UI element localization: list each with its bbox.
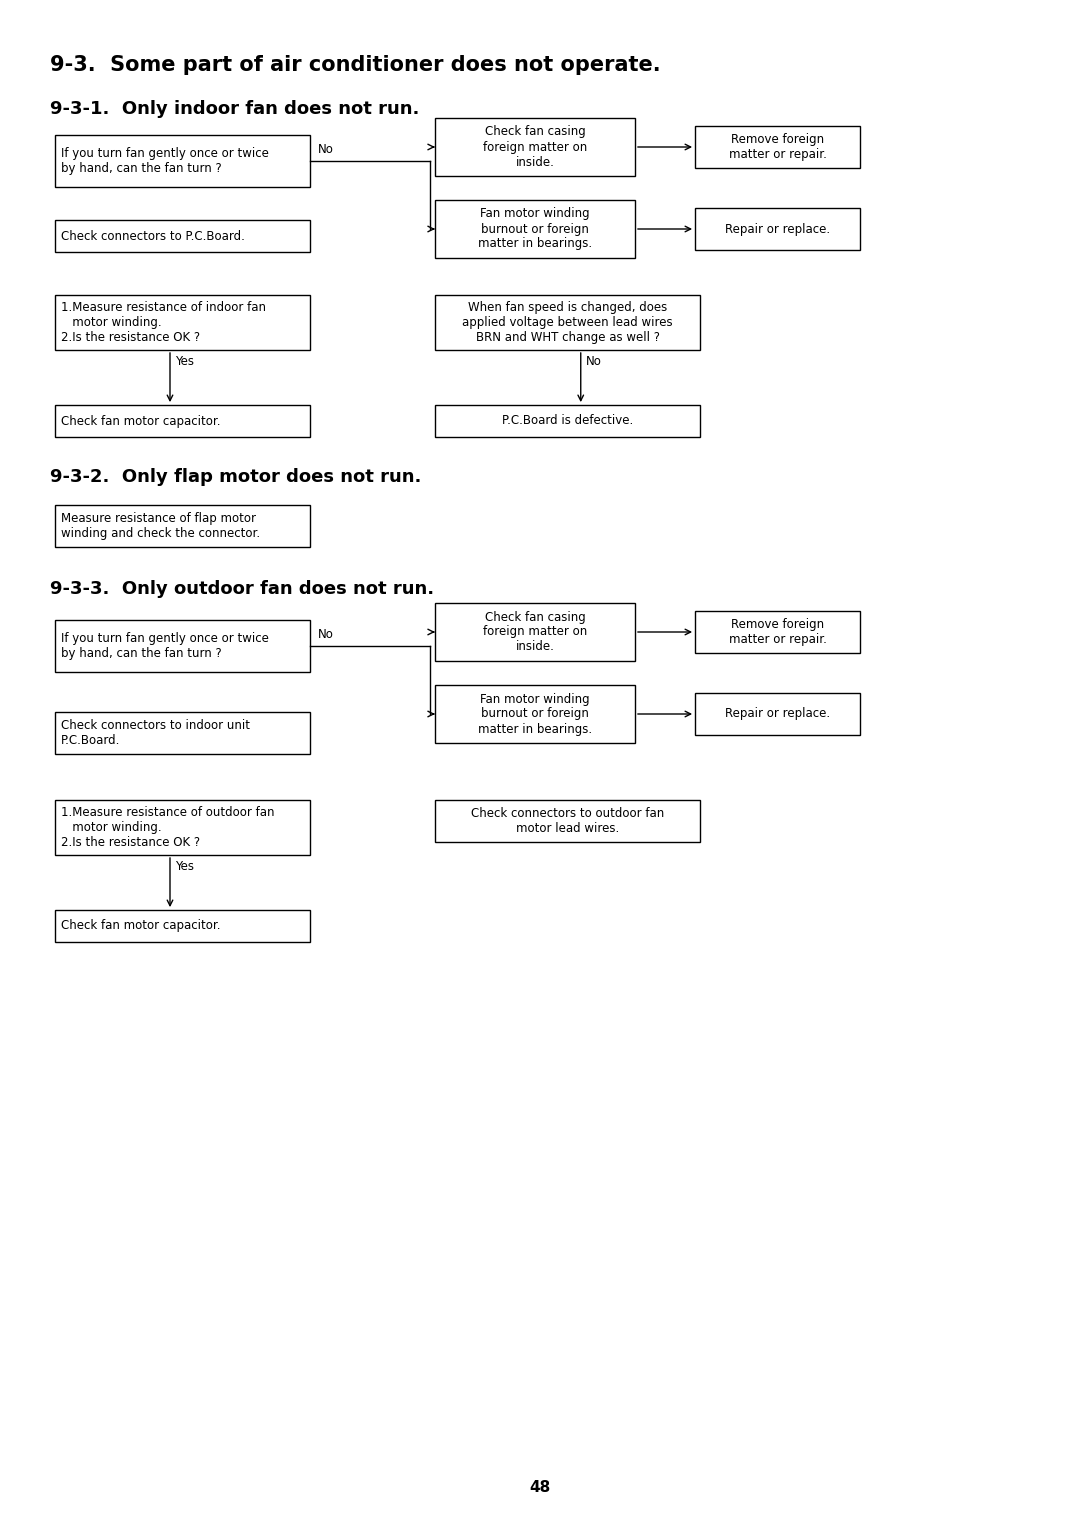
Bar: [435, 295, 700, 350]
Text: 9-3-2.  Only flap motor does not run.: 9-3-2. Only flap motor does not run.: [50, 468, 421, 486]
Text: P.C.Board is defective.: P.C.Board is defective.: [502, 414, 633, 428]
Bar: [55, 405, 310, 437]
Text: Check fan motor capacitor.: Check fan motor capacitor.: [60, 920, 220, 932]
Text: Remove foreign
matter or repair.: Remove foreign matter or repair.: [729, 617, 826, 646]
Bar: [435, 118, 635, 176]
Text: If you turn fan gently once or twice
by hand, can the fan turn ?: If you turn fan gently once or twice by …: [60, 633, 269, 660]
Text: 9-3-1.  Only indoor fan does not run.: 9-3-1. Only indoor fan does not run.: [50, 99, 419, 118]
Text: Check fan casing
foreign matter on
inside.: Check fan casing foreign matter on insid…: [483, 611, 588, 654]
Bar: [696, 125, 860, 168]
Text: Repair or replace.: Repair or replace.: [725, 223, 831, 235]
Text: 48: 48: [529, 1481, 551, 1496]
Text: Check connectors to P.C.Board.: Check connectors to P.C.Board.: [60, 229, 245, 243]
Text: Check connectors to outdoor fan
motor lead wires.: Check connectors to outdoor fan motor le…: [471, 807, 664, 834]
Bar: [435, 604, 635, 662]
Text: Measure resistance of flap motor
winding and check the connector.: Measure resistance of flap motor winding…: [60, 512, 260, 539]
Bar: [55, 134, 310, 186]
Text: When fan speed is changed, does
applied voltage between lead wires
BRN and WHT c: When fan speed is changed, does applied …: [462, 301, 673, 344]
Text: No: No: [585, 354, 602, 368]
Bar: [696, 694, 860, 735]
Text: Yes: Yes: [175, 860, 194, 872]
Bar: [696, 611, 860, 652]
Text: Repair or replace.: Repair or replace.: [725, 707, 831, 721]
Text: Yes: Yes: [175, 354, 194, 368]
Text: 1.Measure resistance of outdoor fan
   motor winding.
2.Is the resistance OK ?: 1.Measure resistance of outdoor fan moto…: [60, 805, 274, 850]
Bar: [55, 801, 310, 856]
Bar: [435, 801, 700, 842]
Text: Check fan motor capacitor.: Check fan motor capacitor.: [60, 414, 220, 428]
Text: 1.Measure resistance of indoor fan
   motor winding.
2.Is the resistance OK ?: 1.Measure resistance of indoor fan motor…: [60, 301, 266, 344]
Bar: [435, 405, 700, 437]
Text: Fan motor winding
burnout or foreign
matter in bearings.: Fan motor winding burnout or foreign mat…: [478, 208, 592, 251]
Text: 9-3-3.  Only outdoor fan does not run.: 9-3-3. Only outdoor fan does not run.: [50, 581, 434, 597]
Bar: [696, 208, 860, 251]
Text: Check connectors to indoor unit
P.C.Board.: Check connectors to indoor unit P.C.Boar…: [60, 720, 249, 747]
Text: 9-3.  Some part of air conditioner does not operate.: 9-3. Some part of air conditioner does n…: [50, 55, 661, 75]
Bar: [55, 620, 310, 672]
Text: Check fan casing
foreign matter on
inside.: Check fan casing foreign matter on insid…: [483, 125, 588, 168]
Text: No: No: [318, 628, 334, 642]
Text: Remove foreign
matter or repair.: Remove foreign matter or repair.: [729, 133, 826, 160]
Bar: [435, 685, 635, 743]
Bar: [55, 295, 310, 350]
Bar: [55, 712, 310, 753]
Bar: [55, 220, 310, 252]
Text: No: No: [318, 144, 334, 156]
Text: If you turn fan gently once or twice
by hand, can the fan turn ?: If you turn fan gently once or twice by …: [60, 147, 269, 176]
Bar: [55, 504, 310, 547]
Text: Fan motor winding
burnout or foreign
matter in bearings.: Fan motor winding burnout or foreign mat…: [478, 692, 592, 735]
Bar: [55, 911, 310, 941]
Bar: [435, 200, 635, 258]
